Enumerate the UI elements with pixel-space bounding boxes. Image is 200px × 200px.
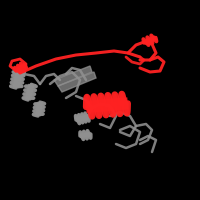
Polygon shape [58, 72, 96, 92]
Polygon shape [13, 80, 21, 85]
Polygon shape [36, 109, 42, 113]
Polygon shape [13, 84, 20, 89]
Polygon shape [54, 66, 92, 86]
Polygon shape [21, 63, 26, 69]
Polygon shape [99, 99, 107, 112]
Polygon shape [83, 132, 88, 138]
Polygon shape [27, 88, 34, 93]
Polygon shape [85, 100, 93, 113]
Polygon shape [15, 73, 22, 78]
Polygon shape [25, 96, 32, 101]
Polygon shape [106, 99, 114, 111]
Polygon shape [85, 114, 89, 120]
Polygon shape [113, 98, 121, 111]
Polygon shape [120, 97, 128, 110]
Polygon shape [78, 116, 83, 122]
Polygon shape [92, 100, 100, 112]
Polygon shape [147, 37, 153, 43]
Polygon shape [151, 35, 157, 41]
Polygon shape [14, 77, 21, 81]
Polygon shape [82, 115, 86, 121]
Polygon shape [80, 133, 84, 138]
Polygon shape [26, 92, 33, 97]
Polygon shape [15, 67, 20, 73]
Polygon shape [36, 105, 42, 109]
Polygon shape [15, 70, 22, 74]
Polygon shape [87, 132, 91, 137]
Polygon shape [143, 39, 149, 45]
Polygon shape [27, 84, 34, 89]
Polygon shape [75, 117, 80, 123]
Polygon shape [37, 102, 43, 106]
Polygon shape [35, 112, 41, 116]
Polygon shape [18, 65, 23, 71]
